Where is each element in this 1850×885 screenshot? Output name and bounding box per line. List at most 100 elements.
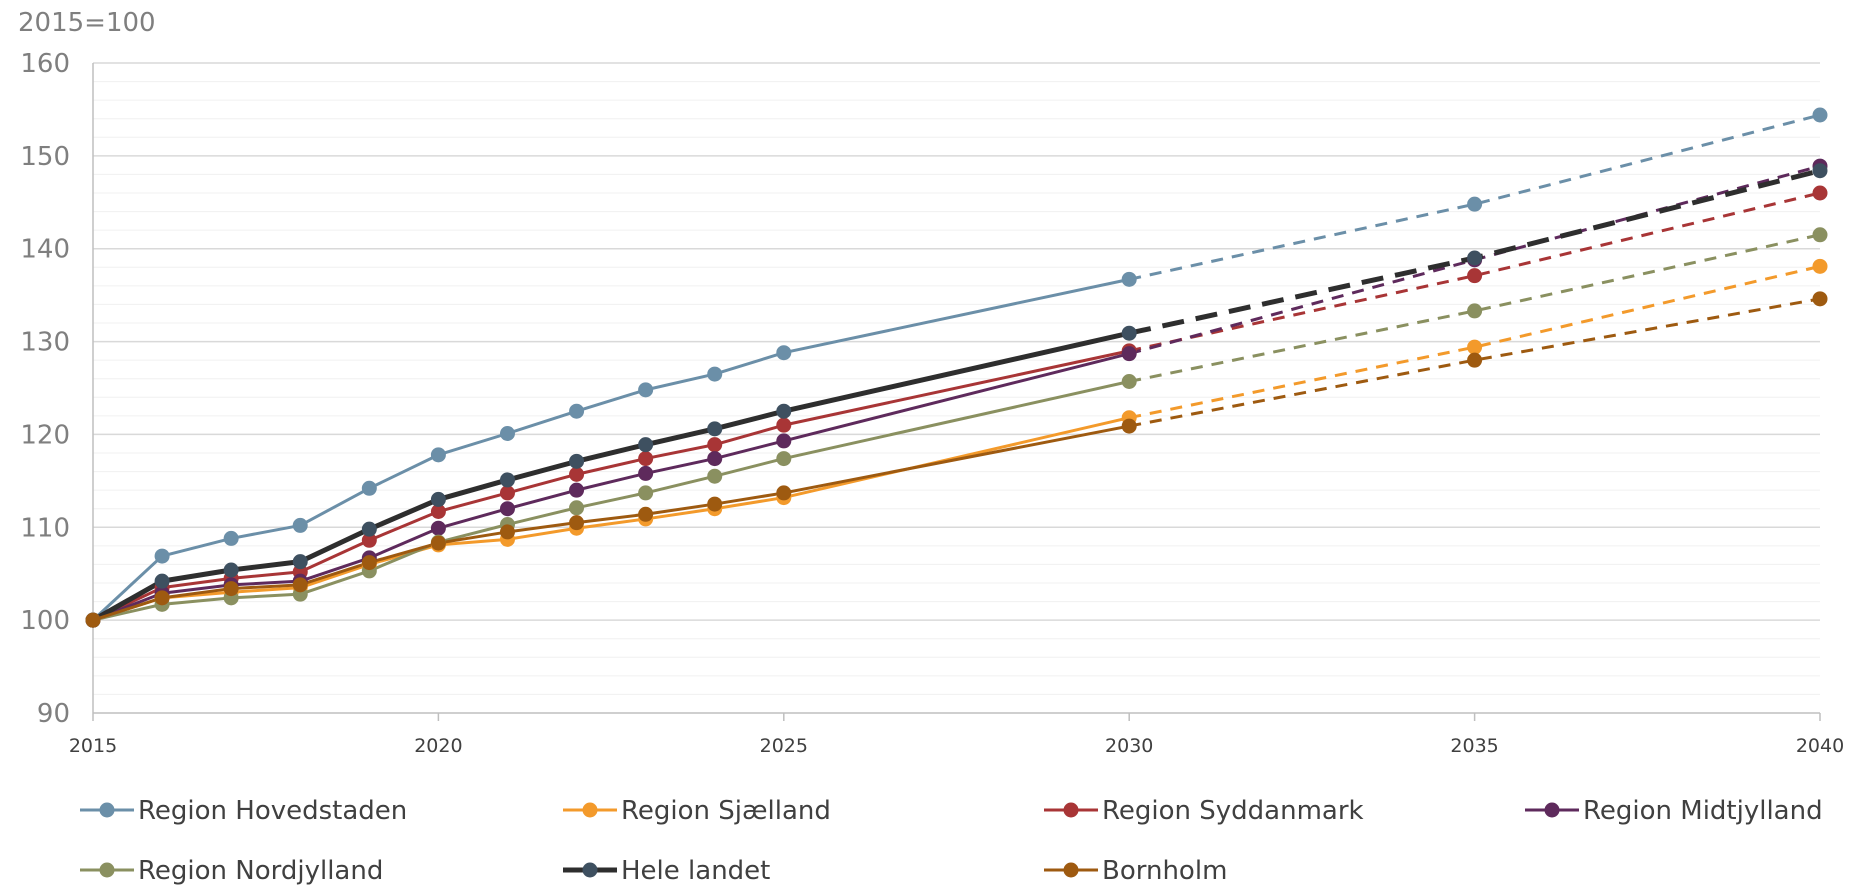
legend-swatch-marker bbox=[582, 802, 598, 818]
data-point bbox=[430, 491, 446, 507]
y-tick-label: 140 bbox=[20, 235, 70, 265]
data-point bbox=[292, 577, 308, 593]
data-point bbox=[1467, 250, 1483, 266]
data-point bbox=[1121, 418, 1137, 434]
data-point bbox=[223, 530, 239, 546]
series-line-solid bbox=[92, 380, 1130, 622]
data-point bbox=[569, 453, 585, 469]
series-line-solid bbox=[92, 416, 1130, 622]
legend: Region Hovedstaden Region Sjælland Region … bbox=[80, 796, 1823, 885]
y-tick-label: 110 bbox=[20, 513, 70, 543]
data-point bbox=[1467, 339, 1483, 355]
series-lines bbox=[91, 113, 1821, 623]
x-tick-label: 2040 bbox=[1796, 735, 1844, 757]
data-point bbox=[569, 466, 585, 482]
x-tick-label: 2025 bbox=[760, 735, 808, 757]
data-point bbox=[638, 465, 654, 481]
data-point bbox=[499, 501, 515, 517]
legend-swatch-marker bbox=[1063, 862, 1079, 878]
data-point bbox=[707, 496, 723, 512]
data-point bbox=[776, 403, 792, 419]
x-tick-label: 2035 bbox=[1450, 735, 1498, 757]
data-point bbox=[569, 403, 585, 419]
data-point bbox=[430, 504, 446, 519]
data-point bbox=[154, 573, 170, 589]
data-point bbox=[154, 548, 170, 564]
data-point bbox=[638, 506, 654, 522]
data-point bbox=[1121, 374, 1137, 389]
data-point bbox=[154, 590, 170, 606]
axes: 90 100 110 120 130 140 150 160 2015 2020 2025 2030 2… bbox=[20, 49, 1844, 757]
data-point bbox=[499, 524, 515, 540]
data-point bbox=[361, 480, 377, 496]
data-point bbox=[776, 451, 792, 467]
y-tick-label: 160 bbox=[20, 49, 70, 79]
x-tick-label: 2030 bbox=[1105, 735, 1153, 757]
data-point bbox=[707, 468, 723, 484]
data-point bbox=[430, 520, 446, 536]
series-line-solid bbox=[92, 352, 1130, 622]
data-point bbox=[776, 345, 792, 361]
data-point bbox=[1812, 185, 1828, 201]
legend-swatch-marker bbox=[1544, 802, 1560, 818]
data-point bbox=[499, 426, 515, 441]
data-point bbox=[223, 562, 239, 578]
data-point bbox=[430, 447, 446, 463]
series-markers bbox=[85, 107, 1828, 628]
legend-label: Bornholm bbox=[1102, 856, 1227, 885]
data-point bbox=[1467, 352, 1483, 368]
data-point bbox=[569, 482, 585, 498]
x-tick-label: 2020 bbox=[414, 735, 462, 757]
data-point bbox=[1812, 291, 1828, 307]
data-point bbox=[292, 517, 308, 533]
legend-swatch-marker bbox=[99, 802, 115, 818]
series-line-projection bbox=[1128, 191, 1821, 353]
data-point bbox=[1121, 346, 1137, 362]
legend-item: Region Sjælland bbox=[563, 796, 831, 826]
data-point bbox=[1121, 271, 1137, 287]
x-tick-label: 2015 bbox=[69, 735, 117, 757]
legend-swatch-marker bbox=[1063, 802, 1079, 818]
data-point bbox=[638, 451, 654, 467]
legend-label: Region Nordjylland bbox=[138, 856, 383, 885]
legend-item: Region Nordjylland bbox=[80, 856, 383, 885]
data-point bbox=[1812, 107, 1828, 123]
data-point bbox=[361, 521, 377, 537]
data-point bbox=[361, 532, 377, 548]
y-tick-label: 120 bbox=[20, 420, 70, 450]
y-tick-label: 150 bbox=[20, 142, 70, 172]
legend-label: Region Midtjylland bbox=[1583, 796, 1823, 826]
data-point bbox=[1467, 303, 1483, 319]
data-point bbox=[1121, 325, 1137, 341]
legend-label: Region Hovedstaden bbox=[138, 796, 407, 826]
series-line-projection bbox=[1128, 264, 1821, 420]
series-line-solid bbox=[92, 424, 1130, 622]
data-point bbox=[638, 382, 654, 398]
legend-label: Region Syddanmark bbox=[1102, 796, 1364, 826]
data-point bbox=[1812, 163, 1828, 179]
series-line-projection bbox=[1128, 113, 1821, 281]
data-point bbox=[292, 554, 308, 570]
series-line-projection bbox=[1128, 233, 1821, 383]
legend-swatch-marker bbox=[582, 862, 598, 878]
data-point bbox=[638, 485, 654, 501]
data-point bbox=[85, 612, 101, 628]
data-point bbox=[499, 485, 515, 501]
y-tick-label: 130 bbox=[20, 328, 70, 358]
series-line-solid bbox=[91, 330, 1130, 623]
legend-item: Hele landet bbox=[563, 856, 770, 885]
data-point bbox=[707, 437, 723, 453]
data-point bbox=[707, 451, 723, 467]
series-line-solid bbox=[92, 349, 1130, 622]
data-point bbox=[776, 433, 792, 449]
data-point bbox=[776, 485, 792, 501]
legend-swatch-marker bbox=[99, 862, 115, 878]
data-point bbox=[1467, 196, 1483, 212]
data-point bbox=[1812, 227, 1828, 243]
data-point bbox=[707, 366, 723, 382]
data-point bbox=[499, 472, 515, 488]
data-point bbox=[707, 421, 723, 437]
y-tick-label: 100 bbox=[20, 606, 70, 636]
data-point bbox=[1467, 268, 1483, 284]
